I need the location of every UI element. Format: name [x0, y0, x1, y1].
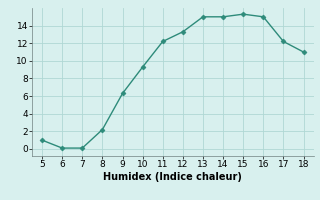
X-axis label: Humidex (Indice chaleur): Humidex (Indice chaleur) — [103, 172, 242, 182]
